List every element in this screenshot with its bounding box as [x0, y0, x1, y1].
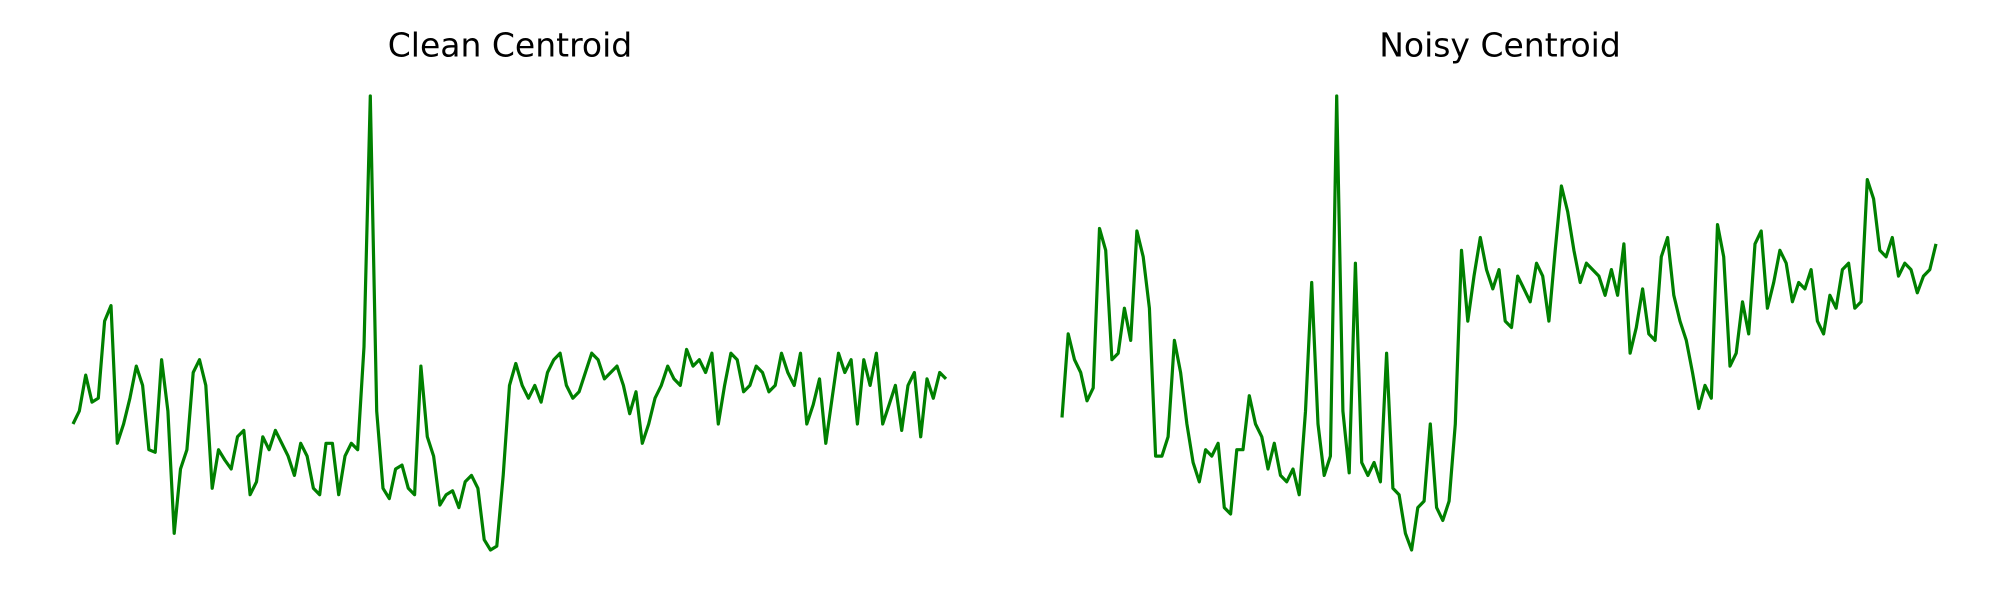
- line: [71, 94, 948, 552]
- line: [1060, 94, 1938, 552]
- chart-title: Clean Centroid: [388, 26, 633, 65]
- chart-title: Noisy Centroid: [1379, 26, 1621, 65]
